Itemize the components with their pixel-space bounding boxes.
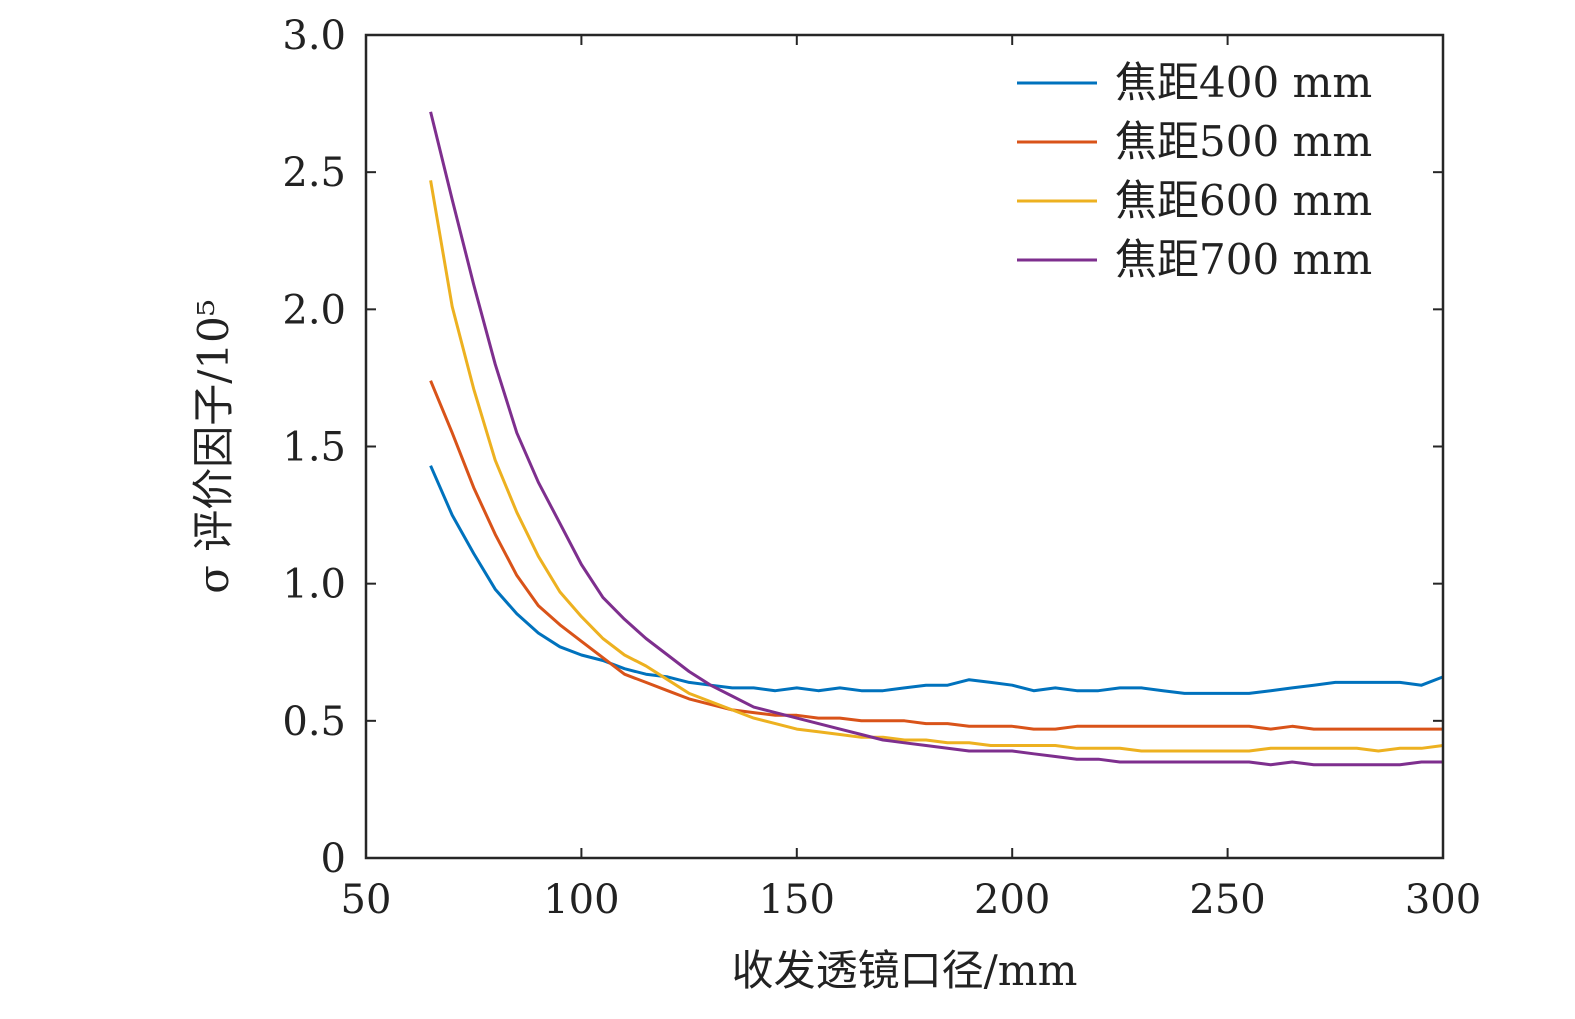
y-tick-label: 0: [321, 836, 346, 882]
y-tick-label: 2.5: [282, 150, 346, 196]
x-tick-label: 250: [1189, 877, 1265, 923]
legend-label: 焦距500 mm: [1115, 117, 1372, 166]
y-tick-label: 0.5: [282, 699, 346, 745]
legend-label: 焦距400 mm: [1115, 58, 1372, 107]
x-tick-label: 200: [974, 877, 1050, 923]
x-tick-label: 300: [1405, 877, 1481, 923]
series-line-4: [429, 111, 1443, 767]
series-line-3: [429, 180, 1444, 753]
y-axis: 0 0.5 1.0 1.5 2.0 2.5 3.0: [282, 13, 1443, 882]
y-tick-label: 2.0: [282, 287, 346, 333]
x-tick-label: 150: [759, 877, 835, 923]
y-tick-label: 1.0: [282, 562, 346, 608]
x-tick-label: 100: [543, 877, 619, 923]
y-tick-label: 3.0: [282, 13, 346, 59]
x-tick-label: 50: [341, 877, 392, 923]
legend: 焦距400 mm 焦距500 mm 焦距600 mm 焦距700 mm: [1017, 58, 1372, 284]
x-axis-title: 收发透镜口径/mm: [732, 946, 1078, 995]
legend-label: 焦距700 mm: [1115, 235, 1372, 284]
legend-label: 焦距600 mm: [1115, 176, 1372, 225]
x-axis: 50 100 150 200 250 300: [341, 35, 1481, 923]
y-axis-title: σ 评价因子/10⁵: [189, 299, 238, 593]
series-line-1: [429, 465, 1444, 695]
series-layer: [429, 111, 1444, 767]
y-tick-label: 1.5: [282, 425, 346, 471]
series-line-2: [429, 380, 1443, 731]
